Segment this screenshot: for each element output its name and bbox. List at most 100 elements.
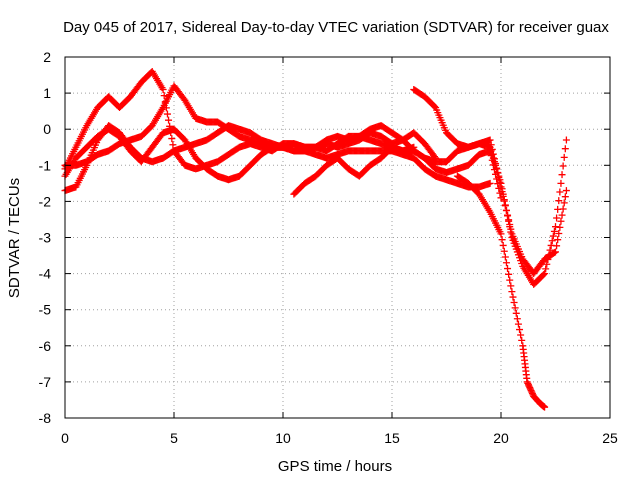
data-point [168, 135, 176, 143]
data-point [508, 288, 516, 296]
data-point [509, 293, 517, 301]
data-point [549, 232, 557, 240]
series-track-5 [410, 85, 570, 278]
data-point [562, 136, 570, 144]
data-point [550, 227, 558, 235]
data-point [504, 265, 512, 273]
y-tick-label: 0 [43, 121, 51, 137]
y-tick-label: -1 [39, 157, 52, 173]
series-track-7 [290, 143, 418, 198]
data-point [559, 162, 567, 170]
data-point [516, 326, 524, 334]
data-point [497, 183, 505, 191]
data-point [489, 150, 497, 158]
data-point [505, 270, 513, 278]
data-point [165, 116, 173, 124]
data-point [554, 236, 562, 244]
data-point [560, 199, 568, 207]
data-point [555, 230, 563, 238]
data-point [488, 145, 496, 153]
data-point [506, 276, 514, 284]
y-axis-label: SDTVAR / TECUs [6, 178, 23, 298]
data-point [499, 241, 507, 249]
data-point [561, 145, 569, 153]
data-point [502, 259, 510, 267]
data-point [556, 223, 564, 231]
data-point [163, 110, 171, 118]
grid-lines [65, 57, 610, 418]
data-point [556, 188, 564, 196]
data-point [507, 282, 515, 290]
chart-title: Day 045 of 2017, Sidereal Day-to-day VTE… [63, 19, 609, 36]
data-point [557, 217, 565, 225]
data-point [558, 211, 566, 219]
data-point [541, 270, 549, 278]
data-point [500, 247, 508, 255]
y-tick-label: -5 [39, 302, 52, 318]
y-tick-label: 1 [43, 85, 51, 101]
data-point [514, 320, 522, 328]
data-point [506, 221, 514, 229]
data-point [507, 225, 515, 233]
data-point [169, 141, 177, 149]
data-point [510, 298, 518, 306]
series-track-6 [453, 172, 549, 411]
x-tick-label: 25 [602, 430, 618, 446]
data-point [560, 153, 568, 161]
data-point [512, 309, 520, 317]
data-point [557, 179, 565, 187]
data-point [500, 197, 508, 205]
data-point [504, 211, 512, 219]
x-axis-label: GPS time / hours [278, 458, 392, 475]
x-tick-label: 0 [61, 430, 69, 446]
data-point [550, 249, 558, 257]
data-point [493, 164, 501, 172]
data-point [562, 187, 570, 195]
data-point [561, 193, 569, 201]
y-tick-label: -2 [39, 193, 52, 209]
y-tick-label: -7 [39, 374, 52, 390]
x-tick-label: 10 [275, 430, 291, 446]
data-point [495, 174, 503, 182]
y-tick-label: -3 [39, 230, 52, 246]
data-point [159, 85, 167, 93]
data-point [541, 403, 549, 411]
data-point [518, 336, 526, 344]
data-point [552, 248, 559, 256]
tick-labels: 0 5 10 15 20 25 -8 -7 -6 -5 -4 -3 -2 -1 0 1 2 [39, 49, 618, 446]
data-point [410, 143, 418, 151]
data-point [542, 265, 550, 273]
data-point [167, 128, 175, 136]
y-tick-label: -6 [39, 338, 52, 354]
data-point [494, 169, 502, 177]
data-point [496, 178, 504, 186]
data-point [553, 242, 561, 250]
data-point [548, 237, 556, 245]
data-point [486, 136, 494, 144]
data-point [498, 236, 506, 244]
x-tick-label: 15 [384, 430, 400, 446]
data-point [499, 192, 507, 200]
data-point [490, 155, 498, 163]
data-point [552, 223, 559, 231]
data-point [487, 141, 495, 149]
data-point [559, 205, 567, 213]
y-tick-label: -8 [39, 410, 52, 426]
plot-frame [64, 56, 611, 419]
data-point [501, 253, 509, 261]
data-point [505, 216, 513, 224]
data-point [486, 179, 494, 187]
data-point [166, 122, 174, 130]
data-point [502, 206, 510, 214]
data-points [61, 67, 570, 411]
data-point [431, 102, 439, 110]
data-point [492, 159, 500, 167]
data-point [497, 230, 505, 238]
y-tick-label: 2 [43, 49, 51, 65]
data-point [543, 260, 551, 268]
data-point [558, 171, 566, 179]
data-point [517, 331, 525, 339]
data-point [513, 315, 521, 323]
